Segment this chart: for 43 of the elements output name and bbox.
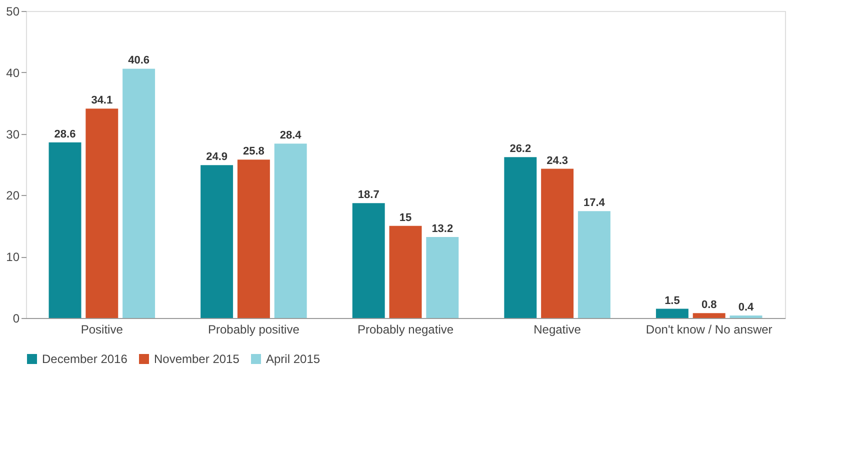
bar bbox=[692, 313, 726, 318]
x-tick-label: Negative bbox=[534, 322, 582, 336]
y-tick-label: 40 bbox=[6, 66, 20, 80]
bar bbox=[656, 308, 688, 318]
legend-label: April 2015 bbox=[266, 352, 320, 366]
bar bbox=[48, 142, 82, 318]
bar bbox=[122, 68, 156, 318]
legend-label: December 2016 bbox=[42, 352, 128, 366]
y-tick-label: 30 bbox=[6, 127, 20, 142]
bar bbox=[578, 211, 610, 318]
data-label: 28.6 bbox=[54, 128, 76, 140]
data-label: 26.2 bbox=[510, 143, 532, 156]
data-label: 18.7 bbox=[358, 189, 380, 202]
bar bbox=[237, 160, 270, 318]
data-label: 28.4 bbox=[280, 130, 302, 142]
legend-label: November 2015 bbox=[154, 352, 240, 366]
x-tick-label: Probably positive bbox=[208, 322, 300, 336]
y-tick-label: 20 bbox=[6, 188, 20, 203]
data-label: 24.3 bbox=[546, 154, 568, 167]
bar bbox=[86, 108, 118, 318]
bar bbox=[426, 236, 459, 318]
y-tick-label: 10 bbox=[6, 250, 20, 264]
bar bbox=[352, 203, 385, 318]
data-label: 13.2 bbox=[432, 222, 454, 235]
y-tick-label: 0 bbox=[12, 312, 20, 326]
x-tick-label: Don't know / No answer bbox=[646, 322, 772, 336]
x-tick-label: Positive bbox=[80, 322, 124, 336]
bar bbox=[200, 165, 234, 318]
data-label: 1.5 bbox=[664, 294, 680, 307]
data-label: 24.9 bbox=[206, 151, 228, 164]
data-label: 0.8 bbox=[701, 299, 717, 312]
bar bbox=[389, 226, 422, 318]
data-label: 40.6 bbox=[128, 54, 150, 67]
data-label: 34.1 bbox=[91, 94, 113, 107]
data-label: 17.4 bbox=[583, 197, 606, 210]
data-label: 25.8 bbox=[242, 146, 264, 158]
bar bbox=[504, 157, 537, 318]
data-label: 15 bbox=[399, 212, 412, 224]
x-tick-label: Probably negative bbox=[357, 322, 454, 336]
data-label: 0.4 bbox=[738, 302, 755, 314]
y-tick-label: 50 bbox=[6, 4, 20, 18]
bar bbox=[541, 168, 574, 318]
bar bbox=[274, 144, 307, 318]
